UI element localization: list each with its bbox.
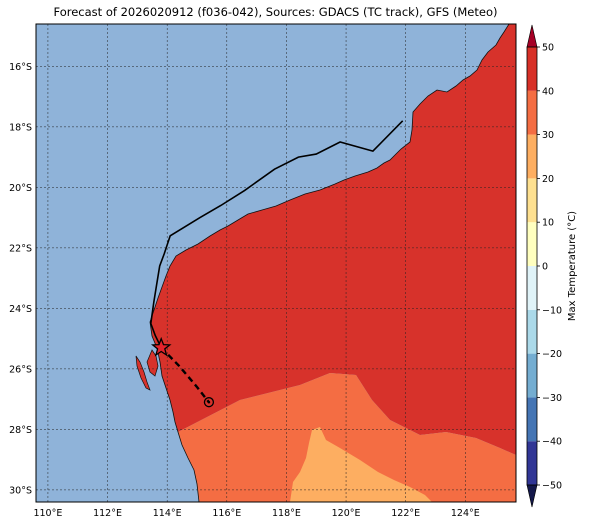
lon-tick-label: 124°E — [451, 508, 480, 519]
lat-tick-label: 20°S — [9, 183, 32, 194]
lon-tick-label: 116°E — [212, 508, 241, 519]
tc-current-position-star — [150, 336, 172, 357]
lat-tick-label: 24°S — [9, 304, 32, 315]
colorbar-tick-label: 50 — [542, 43, 554, 54]
tc-track-forecast-line — [160, 346, 210, 403]
colorbar-band — [527, 222, 537, 266]
colorbar-extend-top — [526, 24, 538, 48]
tc-forecast-position-marker — [203, 397, 215, 408]
dirk-hartog-island — [135, 355, 151, 391]
colorbar-band — [527, 134, 537, 179]
colorbar: 50 40 30 20 10 0 −10 −20 −30 −40 −50 Max Temperatu… — [526, 24, 578, 508]
map-frame — [35, 23, 517, 503]
lon-tick-label: 112°E — [93, 508, 122, 519]
lat-tick-label: 26°S — [9, 364, 32, 375]
colorbar-tick-label: −40 — [542, 437, 562, 448]
longitude-tick-labels: 110°E 112°E 114°E 116°E 118°E 120°E 122°E 124°E — [33, 508, 479, 519]
colorbar-band — [527, 90, 537, 135]
colorbar-tick-label: 40 — [542, 86, 554, 97]
colorbar-band — [527, 178, 537, 223]
colorbar-tick-label: −10 — [542, 305, 562, 316]
tc-track-past-line — [149, 120, 404, 349]
colorbar-band — [527, 397, 537, 442]
tc-track — [149, 120, 404, 408]
lat-tick-label: 22°S — [9, 243, 32, 254]
colorbar-tick-labels: 50 40 30 20 10 0 −10 −20 −30 −40 −50 — [537, 43, 562, 492]
lat-tick-label: 18°S — [9, 122, 32, 133]
latitude-tick-labels: 16°S 18°S 20°S 22°S 24°S 26°S 28°S 30°S — [9, 62, 32, 497]
colorbar-label: Max Temperature (°C) — [567, 211, 578, 321]
lon-tick-label: 118°E — [272, 508, 301, 519]
colorbar-band — [527, 47, 537, 91]
colorbar-tick-label: −30 — [542, 393, 562, 404]
colorbar-band — [527, 266, 537, 310]
lon-tick-label: 110°E — [33, 508, 62, 519]
land-temperature-band-10-20 — [290, 427, 432, 502]
colorbar-band — [527, 353, 537, 398]
colorbar-band — [527, 309, 537, 354]
map-panel: 110°E 112°E 114°E 116°E 118°E 120°E 122°E 124°E… — [9, 23, 517, 519]
lon-tick-label: 114°E — [153, 508, 182, 519]
lat-tick-label: 28°S — [9, 425, 32, 436]
land-temperature-band-20-30 — [178, 373, 516, 502]
shark-bay-peninsula — [146, 349, 159, 377]
lon-tick-label: 122°E — [391, 508, 420, 519]
land-temperature-band-30-40 — [150, 24, 516, 455]
coastline — [149, 24, 510, 502]
colorbar-tick-label: −20 — [542, 349, 562, 360]
colorbar-tick-label: 20 — [542, 174, 554, 185]
lat-tick-label: 16°S — [9, 62, 32, 73]
colorbar-tick-label: 0 — [542, 262, 548, 273]
lon-tick-label: 120°E — [332, 508, 361, 519]
colorbar-tick-label: −50 — [542, 481, 562, 492]
colorbar-band — [527, 441, 537, 485]
map-title: Forecast of 2026020912 (f036-042), Sourc… — [53, 5, 498, 19]
colorbar-tick-label: 30 — [542, 130, 554, 141]
colorbar-bands — [527, 47, 537, 485]
colorbar-tick-label: 10 — [542, 218, 554, 229]
gridlines — [36, 24, 516, 502]
colorbar-extend-bottom — [526, 484, 538, 508]
lat-tick-label: 30°S — [9, 485, 32, 496]
